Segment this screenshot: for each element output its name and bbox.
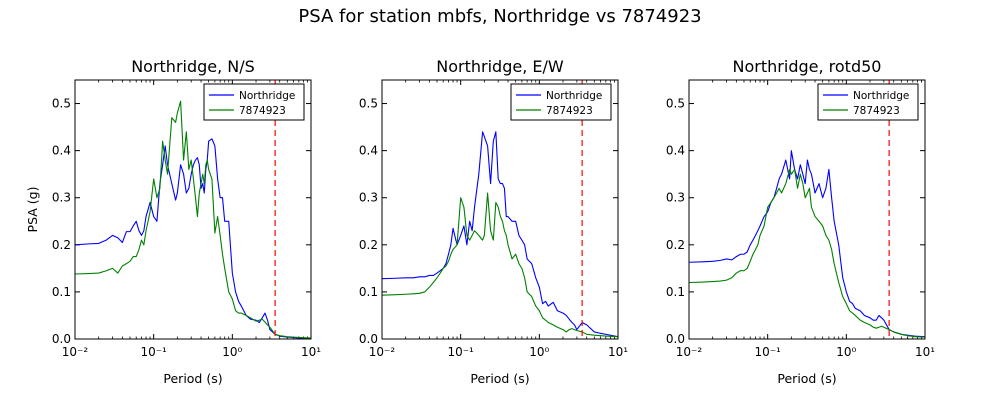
y-tick-label: 0.4 <box>666 144 685 158</box>
legend-label: Northridge <box>546 90 602 102</box>
x-tick-label: 10⁰ <box>529 345 549 359</box>
x-tick-label: 10⁻¹ <box>754 345 781 359</box>
legend: Northridge 7874923 <box>510 83 612 121</box>
x-tick-label: 10¹ <box>608 345 628 359</box>
x-tick-label: 10¹ <box>301 345 321 359</box>
legend-box <box>203 83 305 121</box>
legend-label: 7874923 <box>546 105 593 117</box>
plot-frame <box>381 79 619 340</box>
y-tick-label: 0.0 <box>666 332 685 346</box>
chart-title: Northridge, E/W <box>436 57 564 76</box>
x-tick-label: 10⁻² <box>676 345 703 359</box>
legend-label: Northridge <box>239 90 295 102</box>
y-tick-label: 0.2 <box>666 238 685 252</box>
series-line-simulation <box>689 168 925 338</box>
x-tick-label: 10⁰ <box>836 345 856 359</box>
y-axis-label: PSA (g) <box>25 187 40 233</box>
legend-label: 7874923 <box>853 105 900 117</box>
x-tick-label: 10⁻² <box>62 345 89 359</box>
chart-title: Northridge, rotd50 <box>733 57 882 76</box>
legend: Northridge 7874923 <box>817 83 919 121</box>
y-tick-label: 0.0 <box>52 332 71 346</box>
figure-suptitle: PSA for station mbfs, Northridge vs 7874… <box>298 6 701 27</box>
x-axis-label: Period (s) <box>777 371 836 386</box>
y-tick-label: 0.2 <box>359 238 378 252</box>
x-tick-label: 10⁻¹ <box>447 345 474 359</box>
chart-panel-1: Northridge, N/S 10⁻² 10⁻¹ 10⁰ 10¹ 0.0 0.1 0.2 0.… <box>25 57 321 386</box>
y-tick-label: 0.1 <box>666 285 685 299</box>
legend-box <box>817 83 919 121</box>
y-tick-label: 0.3 <box>666 191 685 205</box>
plot-frame <box>74 79 312 340</box>
x-tick-label: 10¹ <box>915 345 935 359</box>
series-line-northridge <box>689 150 925 338</box>
series-line-simulation <box>382 192 618 338</box>
y-tick-label: 0.3 <box>52 191 71 205</box>
y-tick-label: 0.5 <box>52 97 71 111</box>
x-tick-label: 10⁰ <box>222 345 242 359</box>
y-tick-label: 0.2 <box>52 238 71 252</box>
series-line-simulation <box>75 100 311 339</box>
y-tick-label: 0.3 <box>359 191 378 205</box>
chart-panel-3: Northridge, rotd50 10⁻² 10⁻¹ 10⁰ 10¹ 0.0 0.1 0.… <box>666 57 935 386</box>
chart-panel-2: Northridge, E/W 10⁻² 10⁻¹ 10⁰ 10¹ 0.0 0.1 0.2 0.… <box>359 57 628 386</box>
x-tick-label: 10⁻¹ <box>140 345 167 359</box>
y-tick-label: 0.5 <box>666 97 685 111</box>
x-axis-label: Period (s) <box>470 371 529 386</box>
y-tick-label: 0.1 <box>359 285 378 299</box>
plot-frame <box>688 79 926 340</box>
chart-title: Northridge, N/S <box>131 57 255 76</box>
legend-box <box>510 83 612 121</box>
y-tick-label: 0.1 <box>52 285 71 299</box>
x-axis-label: Period (s) <box>163 371 222 386</box>
y-tick-label: 0.0 <box>359 332 378 346</box>
y-tick-label: 0.4 <box>52 144 71 158</box>
y-tick-label: 0.5 <box>359 97 378 111</box>
legend: Northridge 7874923 <box>203 83 305 121</box>
y-tick-label: 0.4 <box>359 144 378 158</box>
legend-label: 7874923 <box>239 105 286 117</box>
x-tick-label: 10⁻² <box>369 345 396 359</box>
chart-panels: Northridge, N/S 10⁻² 10⁻¹ 10⁰ 10¹ 0.0 0.1 0.2 0.… <box>25 57 935 386</box>
legend-label: Northridge <box>853 90 909 102</box>
